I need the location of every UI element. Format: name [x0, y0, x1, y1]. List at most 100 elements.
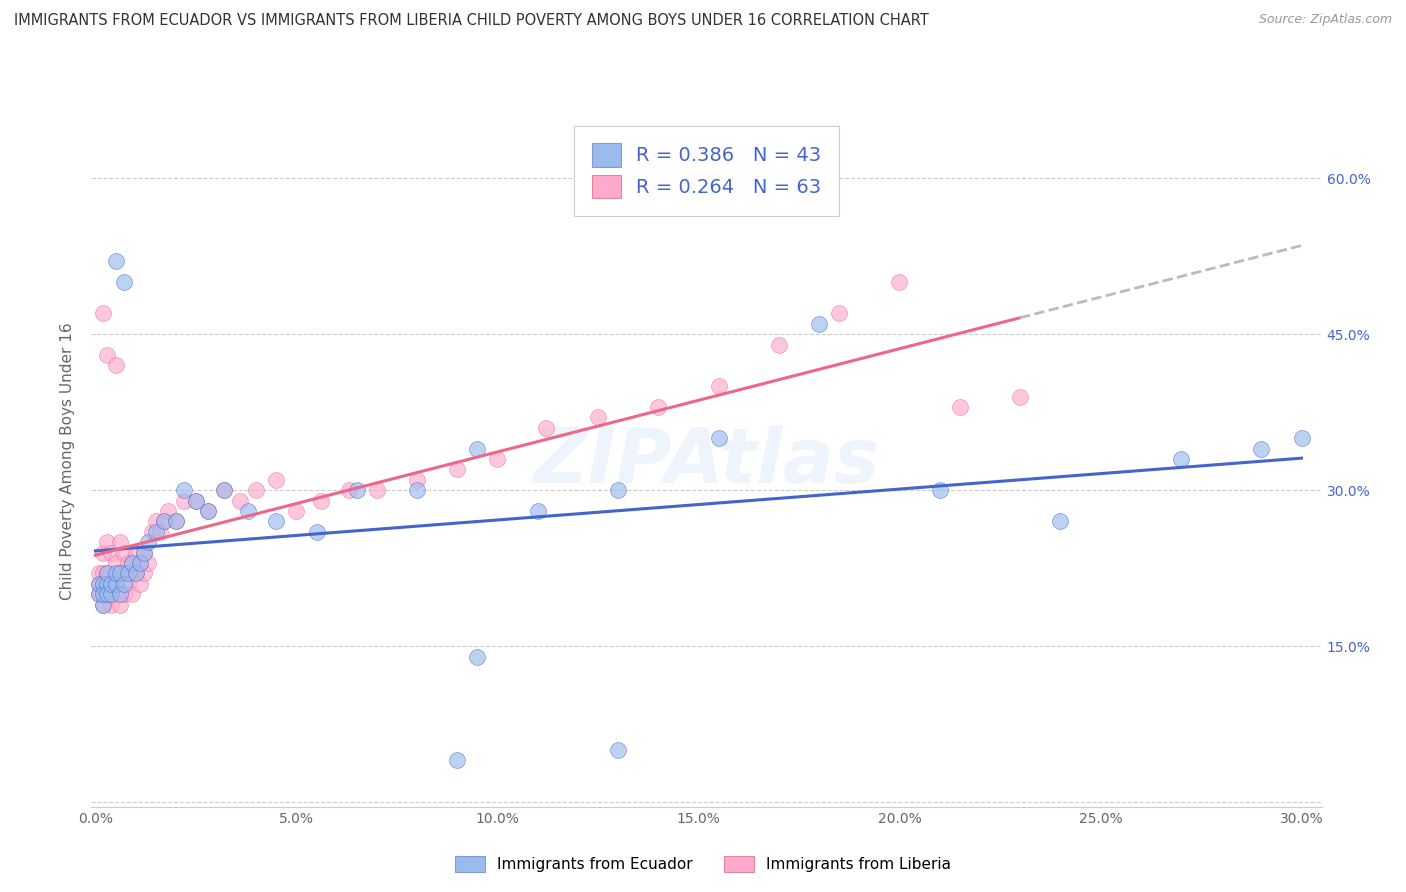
Point: [93, 598, 115, 612]
Point: [1049, 515, 1071, 529]
Point: [212, 483, 235, 498]
Point: [104, 576, 127, 591]
Point: [121, 587, 143, 601]
Point: [108, 587, 131, 601]
Point: [152, 515, 174, 529]
Point: [707, 431, 730, 445]
Point: [96, 566, 118, 581]
Point: [145, 524, 167, 539]
Point: [285, 504, 308, 518]
Point: [607, 743, 630, 757]
Y-axis label: Child Poverty Among Boys Under 16: Child Poverty Among Boys Under 16: [60, 323, 76, 600]
Point: [607, 483, 630, 498]
Point: [366, 483, 388, 498]
Point: [132, 545, 155, 559]
Point: [100, 545, 122, 559]
Legend: R = 0.386   N = 43, R = 0.264   N = 63: R = 0.386 N = 43, R = 0.264 N = 63: [574, 126, 839, 216]
Point: [586, 410, 609, 425]
Point: [100, 576, 122, 591]
Point: [1170, 452, 1192, 467]
Point: [406, 483, 429, 498]
Point: [305, 524, 328, 539]
Point: [93, 545, 115, 559]
Point: [337, 483, 360, 498]
Point: [1010, 390, 1032, 404]
Point: [121, 556, 143, 570]
Point: [124, 566, 146, 581]
Point: [89, 576, 111, 591]
Point: [100, 587, 122, 601]
Point: [93, 576, 115, 591]
Text: ZIPAtlas: ZIPAtlas: [533, 425, 880, 499]
Point: [93, 598, 115, 612]
Point: [124, 566, 146, 581]
Point: [117, 566, 139, 581]
Point: [128, 576, 150, 591]
Point: [89, 576, 111, 591]
Point: [89, 566, 111, 581]
Point: [96, 576, 118, 591]
Point: [141, 524, 163, 539]
Point: [96, 587, 118, 601]
Point: [100, 576, 122, 591]
Point: [108, 566, 131, 581]
Point: [184, 493, 207, 508]
Point: [446, 462, 468, 476]
Point: [197, 504, 219, 518]
Point: [245, 483, 267, 498]
Point: [173, 483, 195, 498]
Legend: Immigrants from Ecuador, Immigrants from Liberia: Immigrants from Ecuador, Immigrants from…: [447, 848, 959, 880]
Point: [808, 317, 831, 331]
Point: [132, 545, 155, 559]
Point: [165, 515, 187, 529]
Point: [121, 556, 143, 570]
Point: [156, 504, 179, 518]
Point: [96, 576, 118, 591]
Point: [145, 515, 167, 529]
Point: [112, 576, 135, 591]
Point: [104, 359, 127, 373]
Point: [100, 598, 122, 612]
Point: [212, 483, 235, 498]
Point: [93, 566, 115, 581]
Point: [132, 566, 155, 581]
Point: [112, 566, 135, 581]
Point: [104, 576, 127, 591]
Point: [128, 556, 150, 570]
Point: [889, 275, 911, 289]
Point: [117, 576, 139, 591]
Point: [467, 442, 489, 456]
Point: [96, 348, 118, 362]
Text: IMMIGRANTS FROM ECUADOR VS IMMIGRANTS FROM LIBERIA CHILD POVERTY AMONG BOYS UNDE: IMMIGRANTS FROM ECUADOR VS IMMIGRANTS FR…: [14, 13, 929, 29]
Point: [93, 576, 115, 591]
Point: [266, 473, 288, 487]
Point: [89, 587, 111, 601]
Point: [112, 587, 135, 601]
Point: [165, 515, 187, 529]
Point: [108, 535, 131, 549]
Point: [112, 275, 135, 289]
Point: [309, 493, 332, 508]
Point: [647, 400, 669, 414]
Point: [238, 504, 260, 518]
Point: [93, 587, 115, 601]
Point: [266, 515, 288, 529]
Point: [108, 566, 131, 581]
Point: [136, 535, 159, 549]
Point: [928, 483, 950, 498]
Point: [184, 493, 207, 508]
Point: [346, 483, 368, 498]
Point: [149, 524, 172, 539]
Point: [136, 556, 159, 570]
Point: [104, 587, 127, 601]
Point: [96, 587, 118, 601]
Point: [152, 515, 174, 529]
Point: [112, 545, 135, 559]
Point: [104, 566, 127, 581]
Point: [108, 598, 131, 612]
Point: [526, 504, 548, 518]
Point: [173, 493, 195, 508]
Point: [1250, 442, 1272, 456]
Point: [707, 379, 730, 393]
Point: [768, 337, 790, 351]
